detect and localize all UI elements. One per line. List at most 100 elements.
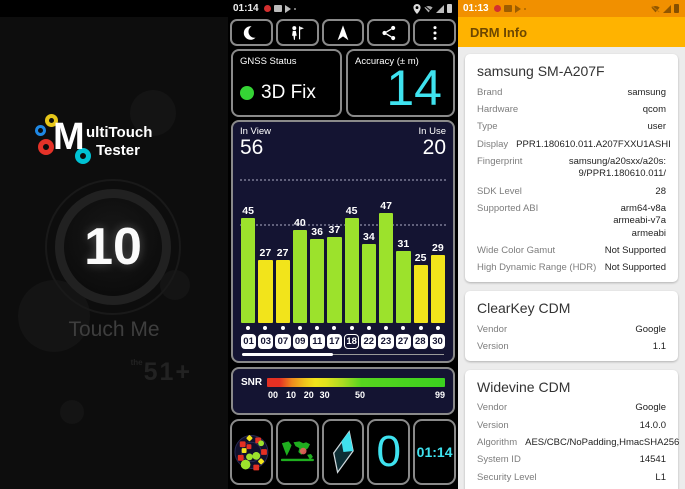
info-row: Version 1.1 [477, 338, 666, 355]
used-satellite-dot [362, 326, 376, 331]
wifi-icon [423, 5, 433, 12]
sky-view-tab[interactable] [230, 419, 273, 485]
used-satellite-dot [258, 326, 272, 331]
gps-time-value: 01:14 [416, 444, 453, 460]
navigation-button[interactable] [321, 19, 365, 46]
speed-tab[interactable]: 0 [367, 419, 411, 485]
used-satellite-dot [293, 326, 307, 331]
touch-count: 10 [84, 218, 142, 276]
bar-value: 27 [259, 247, 272, 259]
world-map-tab[interactable] [275, 419, 319, 485]
compass-tab[interactable] [321, 419, 365, 485]
bar-rect [396, 251, 411, 323]
satellites-button[interactable] [275, 19, 319, 46]
touch-circle-inner[interactable]: 10 [55, 189, 171, 305]
info-row: Hardware qcom [477, 101, 666, 118]
device-title: samsung SM-A207F [477, 63, 605, 79]
bar-rect [292, 230, 307, 323]
in-use-label: In Use [418, 126, 446, 137]
satellite-id-chip: 23 [378, 334, 394, 349]
bar-rect [413, 265, 428, 323]
info-row: Supported ABI arm64-v8a armeabi-v7a armea… [477, 200, 666, 242]
info-row: Wide Color Gamut Not Supported [477, 242, 666, 259]
satellite-bar: 27 [258, 247, 273, 323]
info-row: Security Level L1 [477, 469, 666, 486]
satellite-sky-plot-icon [234, 435, 269, 471]
used-satellite-dot [414, 326, 428, 331]
bar-rect [430, 255, 445, 323]
info-value: Google [635, 402, 666, 414]
bar-value: 27 [276, 247, 289, 259]
time-tab[interactable]: 01:14 [413, 419, 456, 485]
used-satellite-dot [327, 326, 341, 331]
brand-watermark: the51+ [130, 358, 192, 386]
gps-status-bar: 01:14 [228, 0, 458, 17]
bar-value: 34 [363, 231, 375, 243]
speed-value: 0 [376, 427, 402, 476]
satellite-bar: 45 [241, 205, 256, 323]
logo-ring-red-icon [38, 139, 54, 155]
gridline [240, 224, 446, 226]
snr-scale-panel: SNR 00 10 20 30 50 99 [231, 367, 455, 415]
snr-label: SNR [241, 377, 263, 388]
more-notifications-icon [294, 7, 297, 10]
play-store-icon [285, 4, 292, 13]
clearkey-card: ClearKey CDM Vendor Google Version 1.1 [465, 291, 678, 361]
recording-icon [264, 5, 272, 12]
logo-text-line1: ultiTouch [86, 124, 153, 141]
bar-value: 31 [397, 238, 410, 250]
accuracy-card: Accuracy (± m) 14 [346, 49, 455, 117]
play-store-icon [515, 4, 522, 13]
bar-rect [361, 244, 376, 323]
info-row: Version 14.0.0 [477, 417, 666, 434]
recording-icon [494, 5, 502, 12]
in-view-count: 56 [240, 136, 264, 159]
share-button[interactable] [367, 19, 411, 46]
multitouch-tester-screen[interactable]: M ultiTouch Tester 10 Touch Me the51+ [0, 0, 228, 489]
more-notifications-icon [524, 7, 527, 10]
widevine-rows: Vendor Google Version 14.0.0 Algorithm AES/CB… [477, 400, 679, 489]
bar-value: 45 [345, 205, 358, 217]
info-row: Display PPR1.180610.011.A207FXXU1ASHI [477, 136, 671, 153]
scrollbar-thumb[interactable] [242, 353, 333, 356]
drm-content[interactable]: samsung SM-A207F Brand samsung Hardware qco… [458, 47, 685, 489]
satellite-id-chip: 09 [292, 334, 308, 349]
bar-rect [258, 260, 273, 323]
info-value: 28 [655, 185, 666, 197]
info-value: Not Supported [604, 262, 666, 274]
world-map-icon [280, 441, 314, 462]
info-label: Algorithm [477, 437, 518, 448]
decor-bubble [130, 90, 176, 136]
snr-tick-label: 20 [303, 390, 314, 400]
bar-value: 36 [311, 226, 323, 238]
cell-signal-icon [435, 4, 444, 13]
navigation-arrow-icon [337, 24, 349, 40]
snr-tick-label: 10 [285, 390, 297, 400]
bar-value: 40 [294, 217, 306, 229]
bar-rect [344, 218, 359, 323]
multitouch-tester-logo: M ultiTouch Tester [30, 112, 160, 172]
kebab-menu-icon [433, 25, 437, 40]
gps-toolbar [230, 19, 456, 46]
satellite-bar: 25 [413, 252, 428, 323]
snr-tick-labels: 00 10 20 30 50 99 [268, 390, 445, 402]
info-label: Security Level [477, 471, 537, 483]
overflow-menu-button[interactable] [413, 19, 456, 46]
satellite-id-chip: 07 [275, 334, 291, 349]
crescent-moon-icon [244, 25, 261, 40]
bar-value: 25 [414, 252, 427, 264]
night-mode-button[interactable] [230, 19, 273, 46]
used-satellite-dot [431, 326, 445, 331]
info-label: Supported ABI [477, 202, 539, 214]
info-value: user [647, 121, 666, 133]
touch-target-circle[interactable]: 10 [45, 179, 181, 315]
info-row: Brand samsung [477, 84, 666, 101]
satellite-bar: 29 [430, 242, 445, 323]
satellite-id-row: 01 03 07 09 11 17 18 22 23 27 28 30 [240, 334, 446, 349]
widevine-card: Widevine CDM Vendor Google Version 14.0.0 Al… [465, 369, 679, 489]
bar-rect [327, 237, 342, 323]
info-label: Display [477, 138, 509, 150]
chart-scrollbar[interactable] [240, 353, 446, 357]
info-value: 14.0.0 [639, 419, 666, 431]
